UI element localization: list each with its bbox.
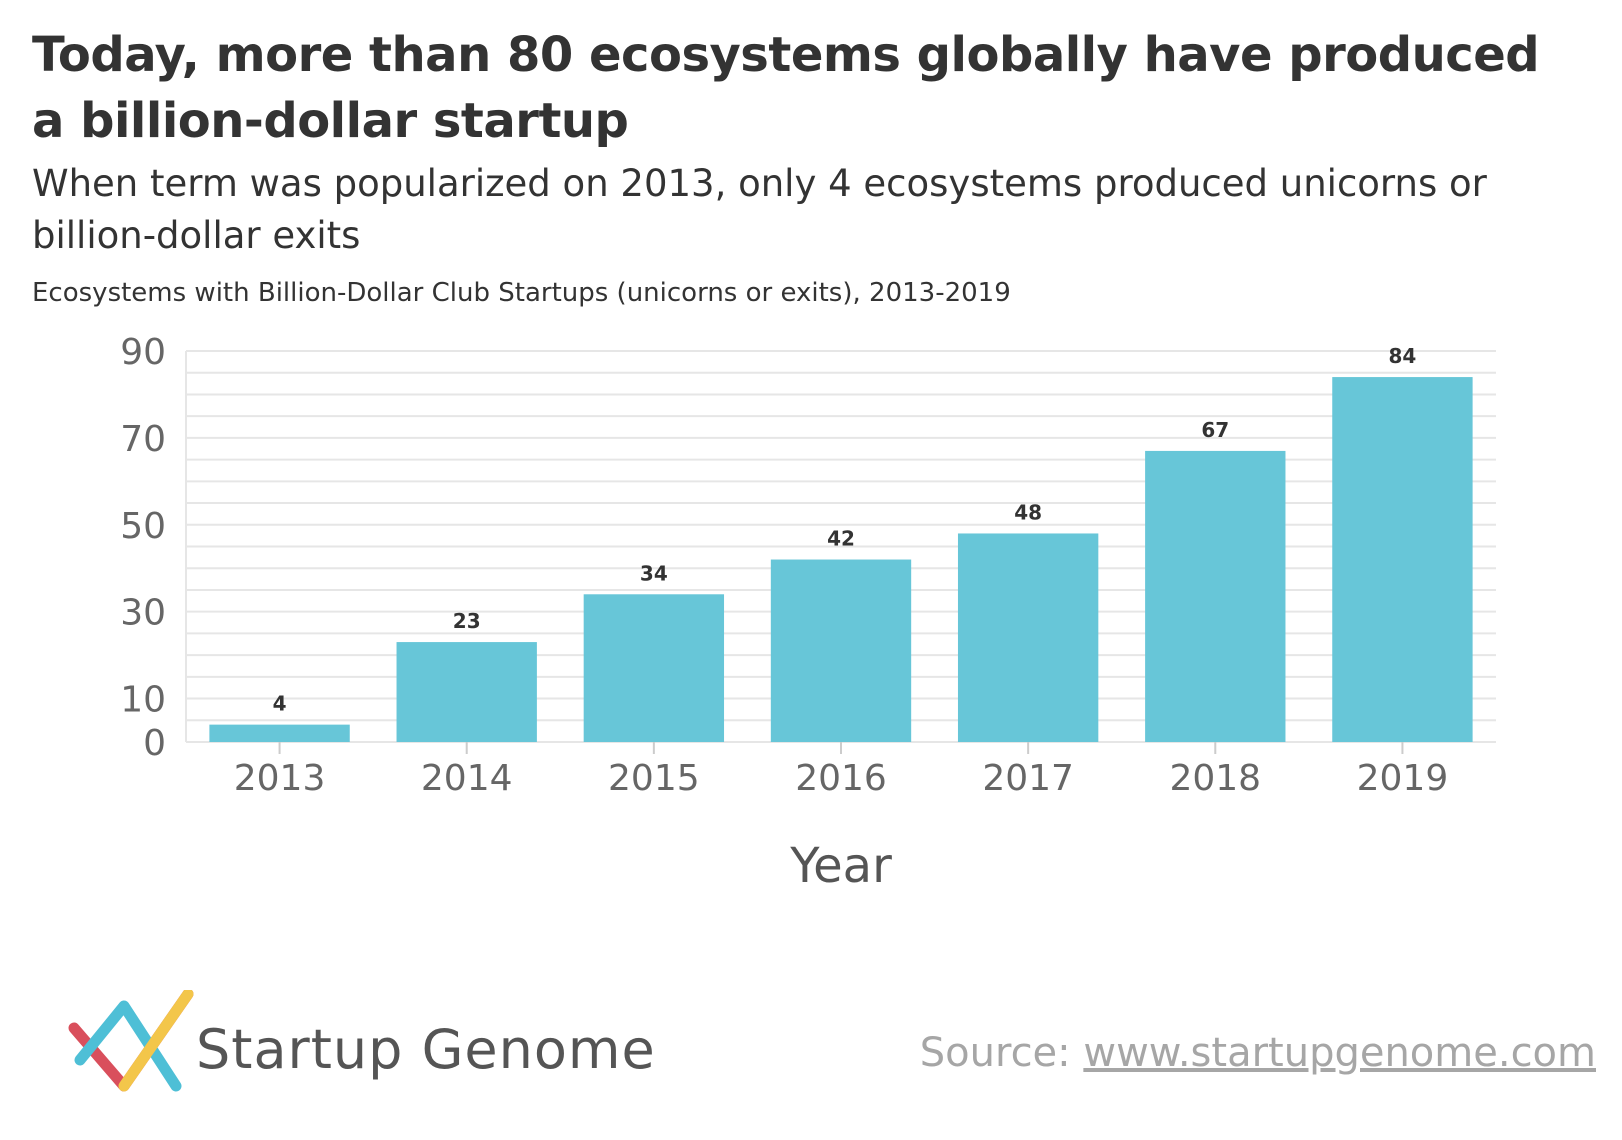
y-tick-label: 50 <box>120 506 166 547</box>
chart-subtitle: When term was popularized on 2013, only … <box>32 162 1487 257</box>
y-tick-label: 70 <box>120 419 166 460</box>
x-tick-label: 2016 <box>795 758 887 799</box>
bar <box>209 724 350 742</box>
logo-text: Startup Genome <box>196 1018 656 1081</box>
y-tick-label: 0 <box>143 723 166 764</box>
y-tick-label: 10 <box>120 680 166 721</box>
source-note: Source: www.startupgenome.com <box>920 1030 1596 1076</box>
x-tick-label: 2019 <box>1357 758 1449 799</box>
bar <box>957 533 1099 742</box>
bar <box>770 559 912 742</box>
x-axis-title: Year <box>789 838 892 894</box>
data-label: 67 <box>1201 418 1229 442</box>
chart-title: Today, more than 80 ecosystems globally … <box>32 27 1540 149</box>
data-label: 4 <box>273 692 287 716</box>
bar <box>1332 377 1473 742</box>
logo-mark-icon <box>68 990 194 1092</box>
x-tick-label: 2014 <box>421 758 513 799</box>
bar <box>583 594 725 742</box>
bar <box>396 642 537 742</box>
x-tick-label: 2017 <box>982 758 1074 799</box>
data-label: 84 <box>1389 344 1417 368</box>
startup-genome-logo: Startup Genome <box>68 990 688 1100</box>
source-prefix: Source: <box>919 1030 1084 1076</box>
data-label: 42 <box>827 527 855 551</box>
bar <box>1145 450 1286 742</box>
x-tick-label: 2018 <box>1169 758 1261 799</box>
data-label: 23 <box>453 609 481 633</box>
data-label: 34 <box>640 561 668 585</box>
source-link[interactable]: www.startupgenome.com <box>1083 1030 1596 1076</box>
y-tick-label: 30 <box>120 593 166 634</box>
chart-description: Ecosystems with Billion-Dollar Club Star… <box>32 278 1011 308</box>
x-tick-label: 2013 <box>234 758 326 799</box>
y-tick-label: 90 <box>120 332 166 373</box>
data-label: 48 <box>1014 500 1042 524</box>
x-tick-label: 2015 <box>608 758 700 799</box>
